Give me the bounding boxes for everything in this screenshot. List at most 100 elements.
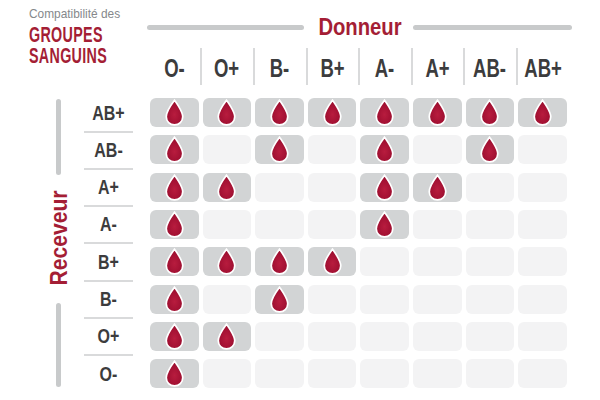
grid-cell-B+-from-O- (150, 247, 199, 276)
grid-cell-B+-from-AB- (466, 247, 515, 276)
grid-cell-AB+-from-O+ (203, 98, 252, 127)
grid-cell-A--from-A+ (413, 210, 462, 239)
receiver-label-A-: A- (89, 210, 128, 238)
grid-cell-A+-from-A- (360, 173, 409, 202)
grid-cell-O+-from-B- (255, 322, 304, 351)
blood-drop-icon (268, 99, 291, 126)
grid-cell-B--from-B- (255, 285, 304, 314)
grid-cell-AB+-from-AB- (466, 98, 515, 127)
blood-drop-icon (373, 136, 396, 163)
grid-cell-B+-from-A+ (413, 247, 462, 276)
grid-cell-AB--from-O+ (203, 135, 252, 164)
grid-cell-B--from-A+ (413, 285, 462, 314)
blood-drop-icon (426, 174, 449, 201)
grid-cell-B--from-O+ (203, 285, 252, 314)
grid-cell-O+-from-A+ (413, 322, 462, 351)
grid-cell-A+-from-B- (255, 173, 304, 202)
grid-cell-AB+-from-A+ (413, 98, 462, 127)
blood-drop-icon (163, 174, 186, 201)
grid-cell-A--from-O+ (203, 210, 252, 239)
grid-cell-B+-from-A- (360, 247, 409, 276)
donor-header-O-: O- (156, 53, 192, 83)
grid-cell-O--from-AB+ (518, 359, 567, 388)
blood-drop-icon (531, 99, 554, 126)
grid-cell-AB+-from-B- (255, 98, 304, 127)
donor-header-AB-: AB- (472, 53, 508, 83)
donor-axis-line-right (413, 25, 572, 30)
blood-drop-icon (163, 248, 186, 275)
grid-cell-A--from-AB- (466, 210, 515, 239)
blood-compatibility-chart: Compatibilité des GROUPES SANGUINS Donne… (0, 0, 600, 400)
grid-cell-O--from-B+ (308, 359, 357, 388)
grid-cell-A--from-B- (255, 210, 304, 239)
chart-title-line2: SANGUINS (29, 45, 107, 66)
row-separator (84, 317, 133, 319)
grid-cell-O--from-O- (150, 359, 199, 388)
grid-cell-B--from-AB+ (518, 285, 567, 314)
grid-cell-O+-from-AB- (466, 322, 515, 351)
grid-cell-O--from-O+ (203, 359, 252, 388)
grid-cell-O--from-A+ (413, 359, 462, 388)
donor-header-A+: A+ (419, 53, 455, 83)
grid-cell-B--from-B+ (308, 285, 357, 314)
grid-cell-O--from-A- (360, 359, 409, 388)
receiver-label-B-: B- (89, 285, 128, 313)
row-separator (84, 280, 133, 282)
grid-cell-AB--from-AB+ (518, 135, 567, 164)
grid-cell-B+-from-O+ (203, 247, 252, 276)
chart-title-line1: GROUPES (29, 24, 103, 45)
row-separator (84, 168, 133, 170)
grid-cell-B--from-A- (360, 285, 409, 314)
blood-drop-icon (215, 323, 238, 350)
blood-drop-icon (215, 99, 238, 126)
column-separator (200, 48, 202, 85)
grid-cell-O+-from-AB+ (518, 322, 567, 351)
blood-drop-icon (373, 211, 396, 238)
receiver-axis-label: Receveur (45, 174, 73, 302)
blood-drop-icon (321, 248, 344, 275)
grid-cell-AB--from-B+ (308, 135, 357, 164)
receiver-label-AB-: AB- (89, 136, 128, 164)
receiver-axis-line-top (56, 99, 61, 175)
row-separator (84, 131, 133, 133)
blood-drop-icon (163, 211, 186, 238)
row-separator (84, 354, 133, 356)
donor-header-O+: O+ (209, 53, 245, 83)
donor-header-B-: B- (261, 53, 297, 83)
grid-cell-B+-from-AB+ (518, 247, 567, 276)
grid-cell-O--from-AB- (466, 359, 515, 388)
grid-cell-B--from-AB- (466, 285, 515, 314)
blood-drop-icon (268, 286, 291, 313)
blood-drop-icon (163, 136, 186, 163)
grid-cell-O+-from-B+ (308, 322, 357, 351)
blood-drop-icon (426, 99, 449, 126)
column-separator (358, 48, 360, 85)
blood-drop-icon (163, 323, 186, 350)
receiver-label-B+: B+ (89, 248, 128, 276)
receiver-label-A+: A+ (89, 173, 128, 201)
grid-cell-A+-from-AB- (466, 173, 515, 202)
donor-header-B+: B+ (314, 53, 350, 83)
grid-cell-A+-from-A+ (413, 173, 462, 202)
grid-cell-AB+-from-O- (150, 98, 199, 127)
blood-drop-icon (215, 248, 238, 275)
grid-cell-B+-from-B+ (308, 247, 357, 276)
row-separator (84, 242, 133, 244)
blood-drop-icon (373, 99, 396, 126)
grid-cell-A--from-B+ (308, 210, 357, 239)
grid-cell-AB--from-A+ (413, 135, 462, 164)
grid-cell-AB--from-B- (255, 135, 304, 164)
donor-axis-line-left (147, 25, 304, 30)
grid-cell-AB--from-AB- (466, 135, 515, 164)
grid-cell-O+-from-O- (150, 322, 199, 351)
blood-drop-icon (268, 136, 291, 163)
donor-header-A-: A- (366, 53, 402, 83)
grid-cell-A--from-AB+ (518, 210, 567, 239)
receiver-label-O+: O+ (89, 322, 128, 350)
grid-cell-A+-from-AB+ (518, 173, 567, 202)
column-separator (253, 48, 255, 85)
donor-header-AB+: AB+ (524, 53, 560, 83)
receiver-label-AB+: AB+ (89, 99, 128, 127)
column-separator (306, 48, 308, 85)
grid-cell-B+-from-B- (255, 247, 304, 276)
